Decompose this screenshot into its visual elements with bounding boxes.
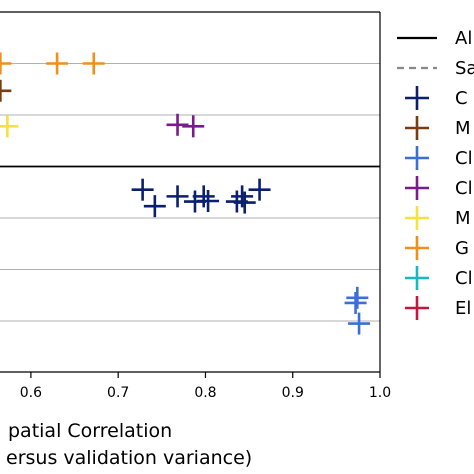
legend-item: Al [397, 28, 472, 49]
data-point [233, 191, 256, 214]
x-tick-label: 0.7 [107, 385, 129, 401]
legend-item: M [405, 206, 471, 230]
legend-label: Sa [455, 58, 474, 79]
legend-item: Sa [397, 58, 474, 79]
x-tick-label: 0.9 [282, 385, 304, 401]
legend-item: G [405, 236, 469, 260]
x-axis-label: patial Correlation [8, 420, 172, 442]
legend-item: El [405, 296, 471, 320]
data-point [344, 291, 367, 314]
legend-item: Cl [405, 176, 473, 200]
data-point [82, 52, 105, 75]
data-point [143, 195, 166, 218]
legend-item: Cl [405, 266, 473, 290]
plot-background [0, 12, 380, 372]
data-point [182, 115, 205, 138]
legend-item: C [405, 86, 468, 110]
data-point [192, 185, 215, 208]
x-tick-label: 0.8 [194, 385, 216, 401]
data-point [348, 312, 371, 335]
legend-label: M [455, 118, 471, 139]
data-point [166, 113, 189, 136]
legend-label: C [455, 88, 468, 109]
x-axis-ticks: 0.6 0.7 0.8 0.9 1.0 [20, 372, 391, 401]
data-point [46, 52, 69, 75]
data-point [197, 190, 220, 213]
legend-label: Cl [455, 178, 473, 199]
x-axis-label-line2: ersus validation variance) [6, 447, 252, 469]
x-tick-label: 0.6 [20, 385, 42, 401]
legend-label: El [455, 298, 471, 319]
data-point [0, 79, 12, 102]
legend-label: Cl [455, 268, 473, 289]
x-tick-label: 1.0 [369, 385, 391, 401]
legend-item: Cl [405, 146, 473, 170]
legend-label: Cl [455, 148, 473, 169]
data-point [0, 52, 12, 75]
legend-label: M [455, 208, 471, 229]
data-point [166, 185, 189, 208]
data-point [248, 178, 271, 201]
data-point [346, 286, 369, 309]
legend-item: M [405, 116, 471, 140]
legend-label: G [455, 238, 469, 259]
legend-label: Al [455, 28, 472, 49]
data-point [0, 115, 19, 138]
data-points [0, 52, 371, 335]
data-point [131, 178, 154, 201]
